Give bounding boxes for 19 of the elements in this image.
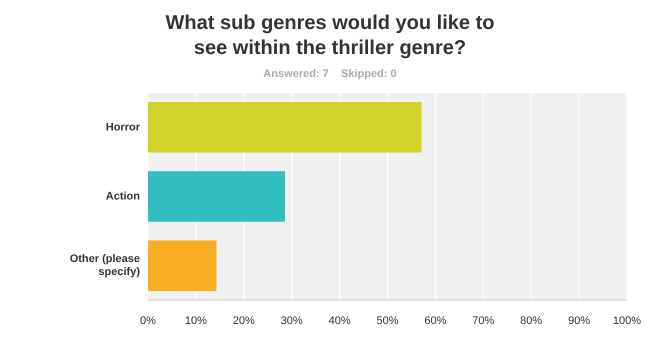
x-tick-label: 90% — [568, 315, 590, 327]
x-tick-label: 10% — [184, 315, 208, 327]
bar — [148, 102, 422, 153]
chart-title: What sub genres would you like to see within the thriller genre? — [166, 12, 494, 59]
x-tick-label: 50% — [376, 315, 399, 327]
x-tick-label: 0% — [140, 315, 156, 327]
y-tick-label: Horror — [106, 121, 141, 134]
y-tick-label: Action — [106, 190, 140, 202]
x-tick-label: 30% — [280, 315, 303, 327]
x-tick-label: 70% — [472, 315, 495, 327]
x-tick-label: 80% — [520, 315, 542, 327]
y-tick-label: Other (please specify) — [70, 253, 140, 278]
x-tick-label: 20% — [232, 315, 256, 327]
bar — [148, 171, 285, 222]
x-tick-label: 60% — [424, 315, 447, 327]
bar — [148, 240, 216, 291]
chart-subtitle: Answered: 7 Skipped: 0 — [263, 68, 397, 80]
x-tick-label: 100% — [612, 315, 642, 327]
x-tick-label: 40% — [328, 315, 351, 327]
